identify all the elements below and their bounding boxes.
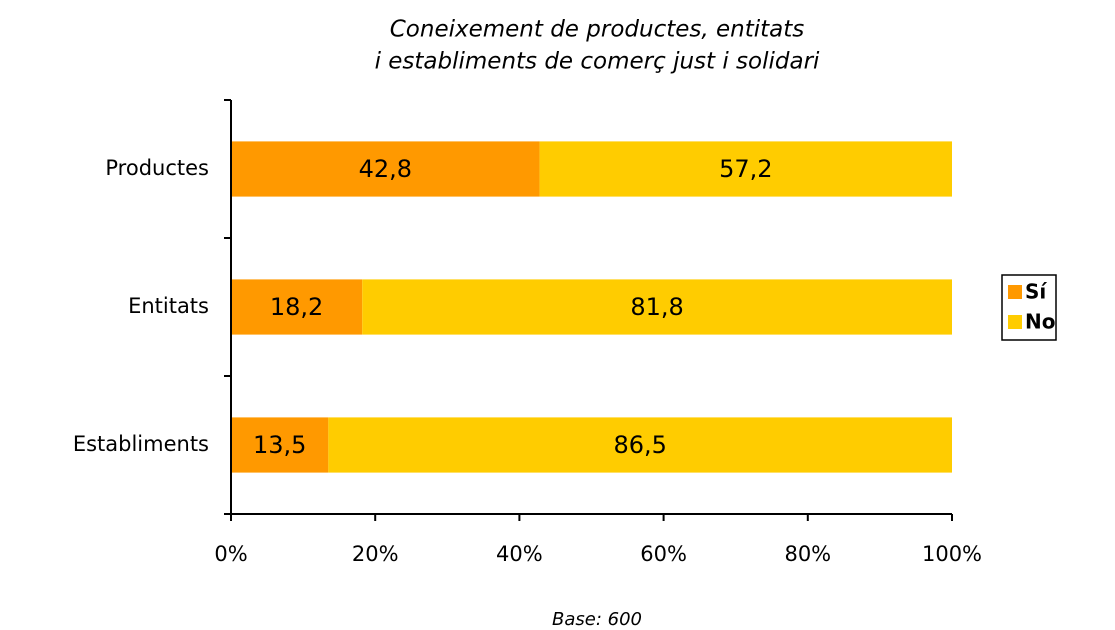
data-label: 86,5 [613, 431, 666, 459]
x-tick-label: 100% [922, 542, 982, 566]
legend-label: No [1025, 310, 1055, 334]
x-tick-label: 0% [214, 542, 247, 566]
x-tick-label: 80% [784, 542, 831, 566]
bar-segment [328, 417, 953, 473]
data-label: 18,2 [270, 293, 323, 321]
annotation: Base: 600 [552, 609, 642, 630]
data-label: 13,5 [253, 431, 306, 459]
bar-segment [362, 279, 952, 335]
legend-label: Sí [1025, 280, 1047, 304]
bar-segment [231, 141, 540, 197]
y-tick-label: Productes [105, 156, 209, 180]
bar-segment [231, 417, 329, 473]
legend-swatch [1008, 285, 1022, 299]
x-tick-label: 60% [640, 542, 687, 566]
chart-title: i establiments de comerç just i solidari [375, 49, 820, 75]
data-label: 57,2 [719, 155, 772, 183]
chart-title: Coneixement de productes, entitats [390, 17, 805, 43]
bar-segment [231, 279, 363, 335]
legend-swatch [1008, 315, 1022, 329]
x-tick-label: 20% [352, 542, 399, 566]
x-tick-label: 40% [496, 542, 543, 566]
bar-segment [539, 141, 952, 197]
data-label: 42,8 [359, 155, 412, 183]
y-tick-label: Establiments [73, 432, 209, 456]
y-tick-label: Entitats [128, 294, 209, 318]
data-label: 81,8 [630, 293, 683, 321]
